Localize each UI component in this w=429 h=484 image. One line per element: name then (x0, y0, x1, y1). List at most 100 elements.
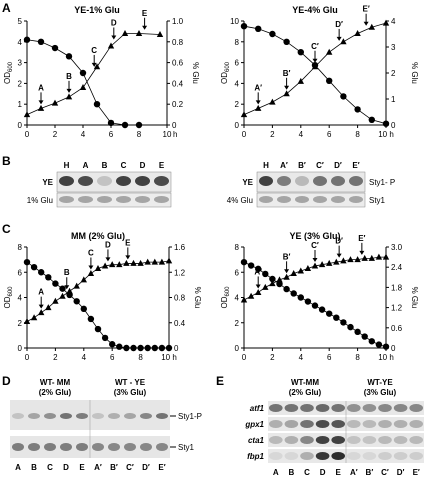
arrow-head (312, 58, 318, 63)
y-right-tick-label: 2 (391, 69, 396, 78)
chart-title: YE-4% Glu (292, 5, 338, 15)
y-right-tick-label: 0.8 (172, 38, 184, 47)
x-tick-label: 6 (327, 130, 332, 139)
data-point-triangle (23, 111, 31, 118)
data-point-circle (269, 275, 276, 283)
data-point-circle (101, 334, 109, 342)
data-point-triangle (311, 262, 319, 269)
data-point-circle (52, 280, 59, 287)
x-tick-label: 10 h (378, 130, 394, 139)
x-tick-label: 8 (355, 130, 360, 139)
lane-label: D′ (142, 463, 150, 472)
row-label-left: 4% Glu (227, 196, 253, 205)
arrow-label: A′ (254, 83, 262, 92)
blot-band (393, 436, 408, 444)
y-right-tick-label: 0 (172, 121, 177, 130)
y-left-tick-label: 0 (235, 121, 240, 130)
arrow-head (363, 21, 369, 26)
y-right-tick-label: 0.4 (172, 79, 184, 88)
blot-band (269, 452, 283, 460)
data-point-circle (66, 291, 73, 299)
gene-label: atf1 (250, 404, 265, 413)
arrow-label: E′ (362, 5, 369, 14)
arrow-label: B′ (283, 69, 291, 78)
arrow-label: C (88, 249, 94, 258)
data-point-triangle (354, 256, 361, 263)
arrow-head (38, 100, 44, 105)
blot-band (362, 420, 377, 428)
data-point-triangle (116, 261, 123, 268)
blot-band (269, 420, 283, 428)
header: WT - YE (115, 378, 146, 387)
row-label-right: Sty1- P (369, 178, 395, 187)
y-left-label-main: OD (220, 296, 229, 308)
blot-band (97, 196, 112, 203)
blot-band (59, 176, 74, 186)
data-point-circle (382, 343, 390, 350)
data-point-circle (30, 264, 38, 271)
x-tick-label: 0 (25, 353, 30, 362)
data-point-circle (262, 270, 269, 278)
y-left-tick-label: 0 (235, 344, 240, 353)
arrow-label: B′ (283, 252, 291, 261)
data-point-triangle (269, 98, 276, 105)
lane-label: A (273, 468, 279, 477)
data-point-circle (326, 77, 333, 85)
blot-band (284, 436, 299, 444)
x-tick-label: 2 (53, 130, 58, 139)
data-point-circle (290, 290, 297, 297)
blot-band (409, 452, 424, 460)
data-point-circle (165, 344, 173, 352)
data-point-triangle (45, 304, 52, 311)
y-right-tick-label: 0 (174, 344, 179, 353)
data-point-triangle (297, 267, 304, 274)
data-point-circle (151, 344, 158, 352)
x-tick-label: 6 (327, 353, 332, 362)
blot-band (313, 176, 327, 186)
x-tick-label: 0 (242, 353, 247, 362)
data-point-circle (80, 305, 88, 313)
data-point-circle (311, 302, 319, 309)
blot-band (259, 176, 273, 186)
blot-band (300, 452, 314, 460)
arrow-label: C (91, 46, 97, 55)
data-point-triangle (165, 257, 173, 264)
blot-band (76, 443, 88, 451)
x-tick-label: 4 (82, 353, 87, 362)
blot-band (347, 404, 361, 412)
arrow-label: B (66, 72, 72, 81)
blot-band (284, 452, 299, 460)
data-point-circle (326, 310, 333, 317)
data-point-circle (23, 36, 31, 43)
x-tick-label: 4 (299, 130, 304, 139)
arrow-label: D (105, 240, 111, 249)
blot-band (300, 420, 314, 428)
arrow-label: C′ (311, 241, 319, 250)
data-point-circle (361, 333, 368, 340)
y-right-tick-label: 0.2 (172, 100, 184, 109)
blot-d: WT- MM(2% Glu) WT - YE(3% Glu) A B C D E A′ B′ C′… (10, 378, 202, 472)
lane-label: B′ (110, 463, 118, 472)
blot-band (76, 413, 88, 419)
data-point-circle (283, 38, 290, 45)
lane-label: H (64, 161, 70, 170)
data-point-triangle (276, 276, 283, 283)
y-right-tick-label: 3.0 (391, 243, 403, 252)
blot-band (393, 452, 408, 460)
data-point-circle (297, 294, 304, 301)
blot-band (349, 176, 363, 186)
y-right-tick-label: 0.4 (174, 319, 186, 328)
blot-band (108, 413, 120, 419)
data-point-triangle (158, 258, 166, 265)
lane-label: A (83, 161, 89, 170)
blot-band (362, 404, 377, 412)
data-point-circle (240, 23, 248, 30)
blot-band (12, 413, 24, 419)
row-label: Sty1-P (178, 412, 202, 421)
data-point-circle (240, 258, 248, 266)
lane-label: A (15, 463, 21, 472)
blot-band (331, 196, 345, 203)
data-point-circle (45, 274, 52, 281)
blot-band (331, 404, 346, 412)
